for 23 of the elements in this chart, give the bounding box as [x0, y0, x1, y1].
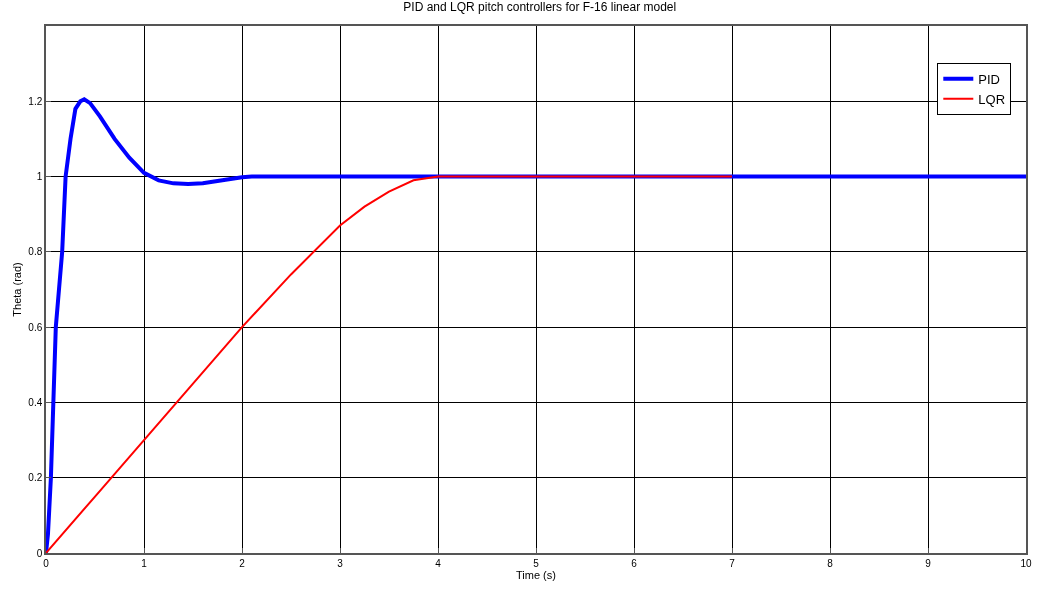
x-tick-label: 3: [337, 557, 344, 569]
x-axis-title: Time (s): [516, 569, 556, 582]
chart-title: PID and LQR pitch controllers for F-16 linear model: [403, 0, 677, 15]
y-tick-label: 0.2: [28, 472, 43, 484]
x-tick-label: 2: [239, 557, 246, 569]
x-tick-label: 4: [435, 557, 442, 569]
y-tick-label: 1.2: [28, 95, 43, 107]
y-tick-label: 0.6: [28, 321, 43, 333]
legend-label: PID: [978, 71, 1000, 87]
x-tick-label: 7: [729, 557, 736, 569]
x-tick-label: 6: [631, 557, 638, 569]
y-tick-label: 0: [36, 547, 43, 559]
x-tick-label: 8: [827, 557, 834, 569]
x-tick-label: 10: [1020, 557, 1032, 569]
x-tick-label: 1: [141, 557, 148, 569]
legend-label: LQR: [978, 91, 1006, 107]
y-tick-label: 0.4: [28, 396, 43, 408]
x-tick-label: 9: [925, 557, 932, 569]
y-tick-label: 1: [36, 171, 43, 183]
y-axis-title: Theta (rad): [11, 262, 24, 317]
line-series: [46, 175, 733, 553]
x-tick-label: 5: [533, 557, 540, 569]
y-tick-label: 0.8: [28, 246, 43, 258]
